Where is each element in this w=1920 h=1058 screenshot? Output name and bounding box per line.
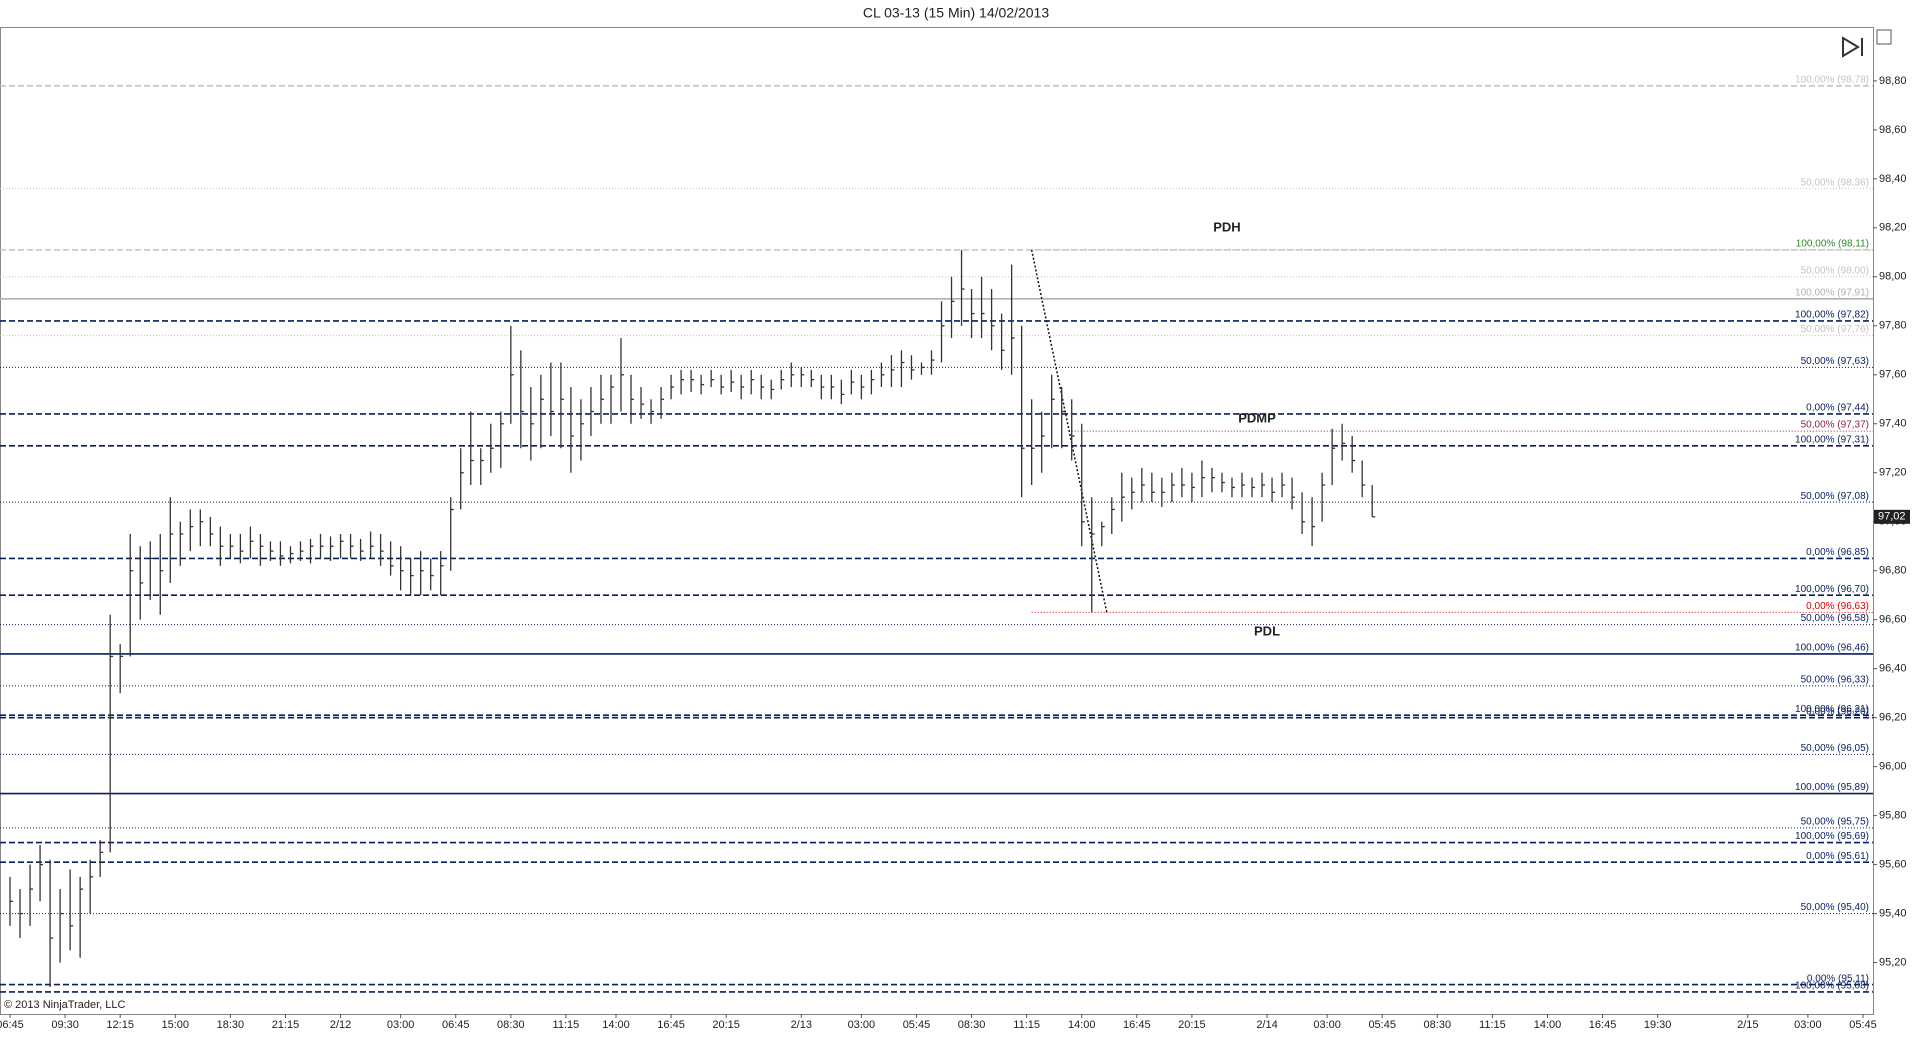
x-tick-label: 16:45 <box>1123 1019 1151 1031</box>
level-label: 100,00% (95,69) <box>1795 831 1869 842</box>
level-label: 0,00% (96,85) <box>1806 547 1869 558</box>
x-tick-label: 11:15 <box>1013 1019 1040 1031</box>
level-label: 50,00% (97,63) <box>1801 356 1869 367</box>
x-tick-label: 05:45 <box>903 1019 931 1031</box>
level-label: 50,00% (96,58) <box>1801 613 1869 624</box>
level-label: 0,00% (96,20) <box>1806 706 1869 717</box>
x-tick-label: 05:45 <box>1849 1019 1877 1031</box>
x-tick-label: 19:30 <box>1644 1019 1672 1031</box>
level-label: 50,00% (96,05) <box>1801 743 1869 754</box>
x-tick-label: 06:45 <box>442 1019 470 1031</box>
trendline <box>1030 249 1108 613</box>
x-tick-label: 08:30 <box>958 1019 986 1031</box>
level-label: 100,00% (96,21) <box>1795 704 1869 715</box>
level-label: 0,00% (97,44) <box>1806 403 1869 414</box>
y-tick-label: 98,60 <box>1879 124 1907 136</box>
x-tick-label: 2/12 <box>330 1019 351 1031</box>
y-tick-label: 95,40 <box>1879 907 1907 919</box>
x-tick-label: 14:00 <box>1068 1019 1096 1031</box>
x-tick-label: 03:00 <box>848 1019 876 1031</box>
level-label: 0,00% (96,63) <box>1806 601 1869 612</box>
x-tick-label: 06:45 <box>0 1019 24 1031</box>
y-tick-label: 97,60 <box>1879 369 1907 381</box>
x-tick-label: 16:45 <box>1589 1019 1617 1031</box>
y-tick-label: 98,80 <box>1879 75 1907 87</box>
x-tick-label: 20:15 <box>712 1019 740 1031</box>
level-label: 100,00% (97,82) <box>1795 310 1869 321</box>
level-label: 100,00% (97,31) <box>1795 434 1869 445</box>
menu-button[interactable] <box>1876 29 1892 45</box>
x-tick-label: 18:30 <box>217 1019 245 1031</box>
level-label: 50,00% (98,00) <box>1801 265 1869 276</box>
x-tick-label: 03:00 <box>387 1019 415 1031</box>
level-label: 50,00% (97,08) <box>1801 491 1869 502</box>
level-label: 50,00% (95,40) <box>1801 902 1869 913</box>
level-label: 50,00% (95,75) <box>1801 817 1869 828</box>
level-label: 0,00% (95,11) <box>1807 973 1869 984</box>
y-tick-label: 97,20 <box>1879 467 1907 479</box>
x-tick-label: 16:45 <box>657 1019 685 1031</box>
scroll-end-button[interactable] <box>1842 36 1863 58</box>
annotation: PDH <box>1213 219 1240 234</box>
x-tick-label: 2/15 <box>1737 1019 1758 1031</box>
level-label: 50,00% (97,37) <box>1801 420 1869 431</box>
level-label: 100,00% (95,08) <box>1795 981 1869 992</box>
x-tick-label: 08:30 <box>497 1019 525 1031</box>
y-tick-label: 97,80 <box>1879 320 1907 332</box>
x-tick-label: 08:30 <box>1424 1019 1452 1031</box>
y-tick-label: 98,20 <box>1879 222 1907 234</box>
level-label: 0,00% (95,61) <box>1806 851 1869 862</box>
y-tick-label: 96,20 <box>1879 712 1907 724</box>
level-label: 100,00% (95,89) <box>1795 782 1869 793</box>
level-label: 100,00% (97,91) <box>1795 287 1869 298</box>
y-tick-label: 96,80 <box>1879 565 1907 577</box>
level-label: 100,00% (96,46) <box>1795 643 1869 654</box>
x-tick-label: 21:15 <box>272 1019 300 1031</box>
level-label: 100,00% (98,78) <box>1795 74 1869 85</box>
annotation: PDL <box>1254 623 1280 638</box>
y-tick-label: 95,80 <box>1879 810 1907 822</box>
y-tick-label: 98,00 <box>1879 271 1907 283</box>
level-label: 100,00% (96,70) <box>1795 584 1869 595</box>
x-tick-label: 14:00 <box>1534 1019 1562 1031</box>
x-tick-label: 12:15 <box>106 1019 134 1031</box>
plot-frame <box>0 27 1874 1015</box>
level-label: 50,00% (96,33) <box>1801 674 1869 685</box>
x-tick-label: 15:00 <box>162 1019 190 1031</box>
x-tick-label: 05:45 <box>1368 1019 1396 1031</box>
copyright: © 2013 NinjaTrader, LLC <box>4 999 125 1011</box>
x-tick-label: 20:15 <box>1178 1019 1206 1031</box>
x-tick-label: 11:15 <box>553 1019 580 1031</box>
annotation: PDMP <box>1238 410 1276 425</box>
x-tick-label: 2/13 <box>791 1019 812 1031</box>
last-price-box <box>1874 509 1910 524</box>
x-tick-label: 03:00 <box>1313 1019 1341 1031</box>
y-tick-label: 95,20 <box>1879 956 1907 968</box>
x-tick-label: 11:15 <box>1479 1019 1506 1031</box>
y-tick-label: 98,40 <box>1879 173 1907 185</box>
level-label: 100,00% (98,11) <box>1796 239 1869 250</box>
y-tick-label: 96,00 <box>1879 761 1907 773</box>
x-tick-label: 14:00 <box>602 1019 630 1031</box>
x-tick-label: 2/14 <box>1256 1019 1277 1031</box>
x-tick-label: 09:30 <box>51 1019 79 1031</box>
y-tick-label: 95,60 <box>1879 859 1907 871</box>
y-tick-label: 96,60 <box>1879 614 1907 626</box>
y-tick-label: 96,40 <box>1879 663 1907 675</box>
level-label: 50,00% (98,36) <box>1801 177 1869 188</box>
last-price-label: 97,02 <box>1878 511 1906 523</box>
level-label: 50,00% (97,76) <box>1801 324 1869 335</box>
chart-title: CL 03-13 (15 Min) 14/02/2013 <box>863 5 1049 21</box>
y-tick-label: 97,40 <box>1879 418 1907 430</box>
x-tick-label: 03:00 <box>1794 1019 1822 1031</box>
window-controls[interactable] <box>1842 29 1892 58</box>
